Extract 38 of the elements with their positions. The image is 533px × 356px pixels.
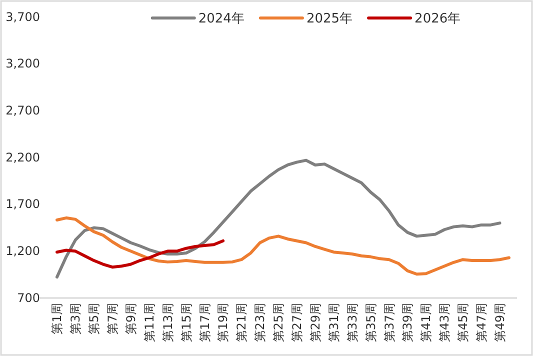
legend-label: 2025年 bbox=[306, 12, 353, 27]
x-tick-label: 第1周 bbox=[50, 302, 64, 334]
x-tick-label: 第27周 bbox=[290, 302, 304, 342]
y-tick-label: 2,200 bbox=[6, 150, 40, 164]
x-tick-label: 第23周 bbox=[253, 302, 268, 342]
x-tick-label: 第17周 bbox=[198, 302, 212, 342]
y-tick-label: 700 bbox=[17, 290, 40, 305]
y-tick-label: 3,700 bbox=[6, 10, 40, 24]
x-tick-label: 第11周 bbox=[142, 302, 156, 342]
line-series bbox=[56, 216, 510, 276]
x-tick-label: 第21周 bbox=[234, 302, 249, 342]
x-tick-label: 第49周 bbox=[492, 302, 507, 342]
x-tick-label: 第25周 bbox=[272, 302, 286, 342]
y-tick-label: 2,700 bbox=[6, 104, 40, 118]
x-tick-label: 第29周 bbox=[308, 302, 322, 342]
legend-label: 2026年 bbox=[414, 12, 461, 27]
legend-label: 2024年 bbox=[198, 12, 244, 27]
x-tick-label: 第31周 bbox=[326, 302, 341, 342]
x-tick-label: 第15周 bbox=[179, 302, 194, 342]
y-tick-label: 1,200 bbox=[6, 244, 40, 258]
line-series bbox=[56, 158, 502, 279]
x-tick-label: 第37周 bbox=[382, 302, 396, 342]
y-tick-label: 1,700 bbox=[6, 197, 40, 212]
x-tick-label: 第41周 bbox=[419, 302, 434, 342]
x-tick-label: 第43周 bbox=[438, 302, 452, 342]
x-tick-label: 第33周 bbox=[345, 302, 360, 342]
x-tick-label: 第3周 bbox=[68, 302, 83, 334]
x-tick-label: 第45周 bbox=[456, 302, 470, 342]
x-tick-label: 第47周 bbox=[474, 302, 489, 342]
x-tick-label: 第13周 bbox=[160, 302, 175, 342]
x-tick-label: 第19周 bbox=[216, 302, 230, 342]
x-tick-label: 第7周 bbox=[106, 302, 120, 334]
x-tick-label: 第5周 bbox=[87, 302, 102, 334]
line-series bbox=[56, 239, 225, 269]
x-tick-label: 第35周 bbox=[364, 302, 378, 342]
y-tick-label: 3,200 bbox=[6, 56, 40, 71]
x-tick-label: 第9周 bbox=[124, 302, 138, 334]
x-tick-label: 第39周 bbox=[400, 302, 415, 342]
